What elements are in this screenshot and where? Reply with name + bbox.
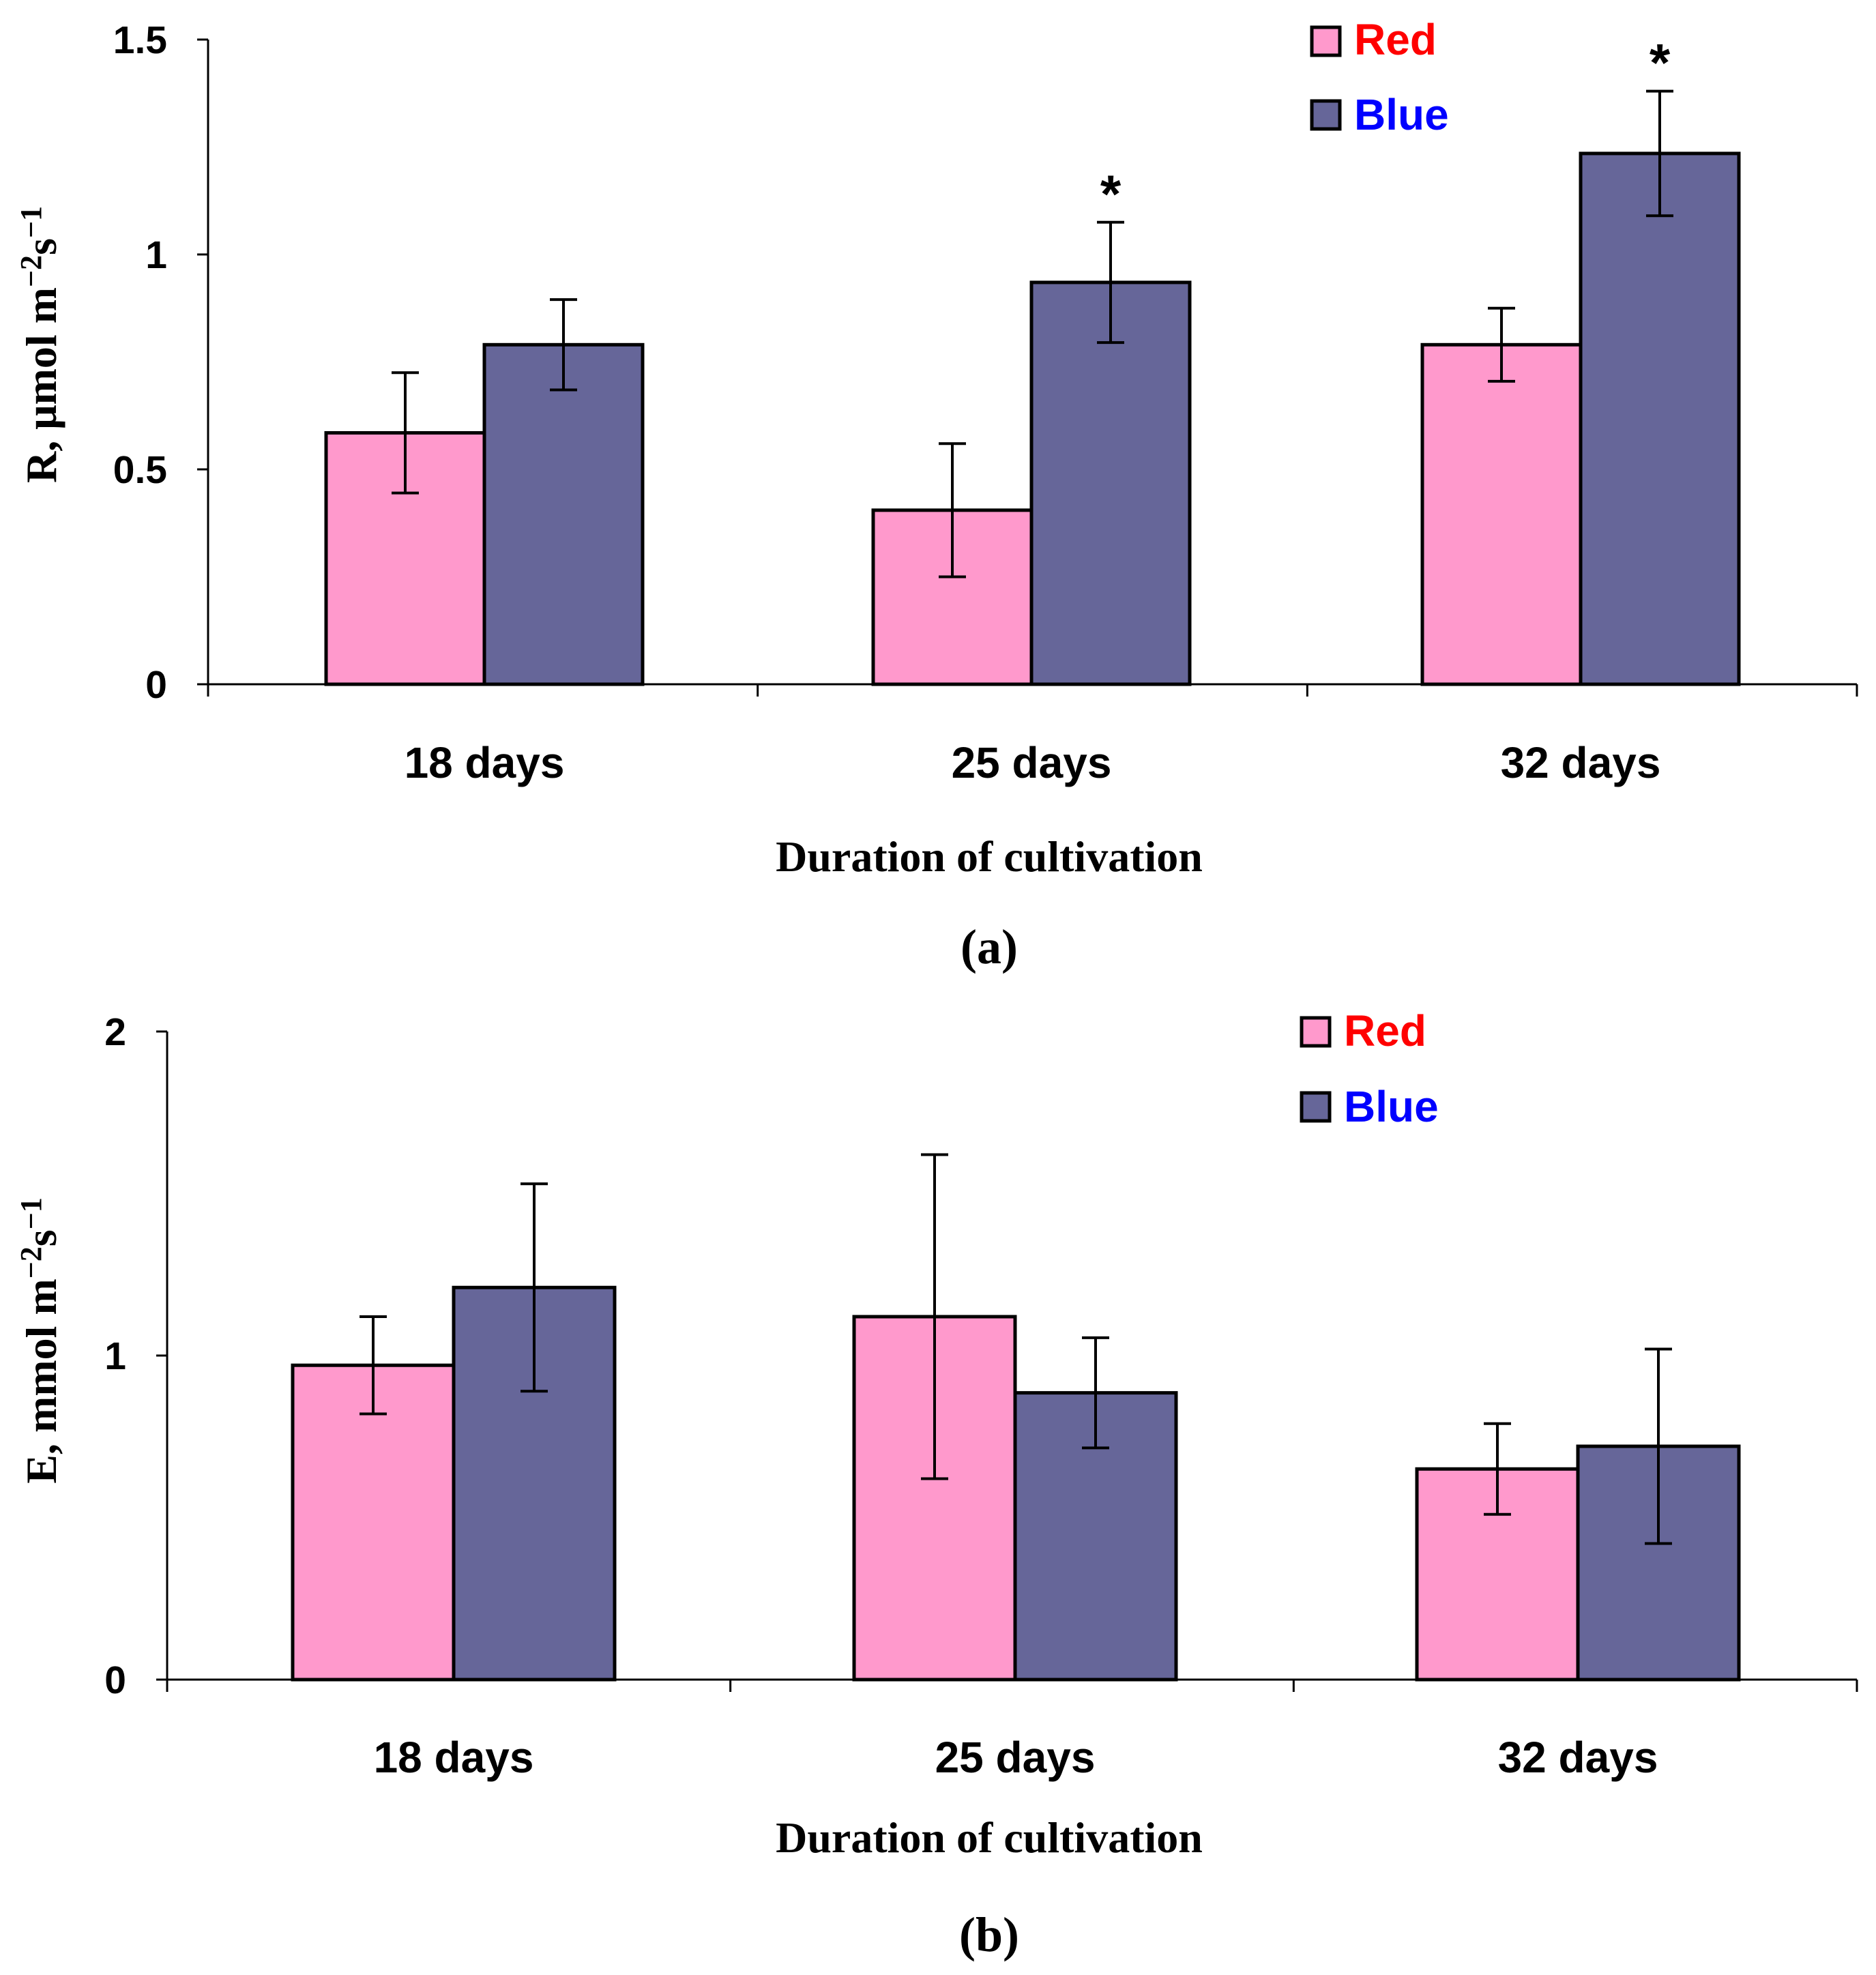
y-axis-title-sup1: −2 — [14, 255, 48, 287]
x-category-labels: 18 days 25 days 32 days — [405, 738, 1661, 787]
error-bars-group — [392, 89, 1673, 579]
y-tick-labels: 0 1 2 — [104, 1010, 126, 1702]
x-axis-title: Duration of cultivation — [776, 1813, 1203, 1862]
bar-blue-3 — [1579, 151, 1741, 686]
x-tick-label: 18 days — [405, 738, 565, 787]
axes-group — [197, 38, 1858, 697]
x-tick-label: 25 days — [952, 738, 1112, 787]
legend-swatch-red — [1300, 1016, 1332, 1048]
y-tick-label: 1.5 — [113, 18, 167, 62]
bars-group — [291, 1285, 1741, 1682]
legend-label-red: Red — [1354, 15, 1437, 64]
significance-star: * — [1650, 33, 1671, 93]
y-tick-label: 0.5 — [113, 448, 167, 492]
y-axis-title-main: E, mmol m — [17, 1278, 65, 1483]
y-tick-labels: 0 0.5 1 1.5 — [113, 18, 167, 707]
x-tick-label: 32 days — [1501, 738, 1661, 787]
x-tick-label: 32 days — [1498, 1733, 1658, 1782]
legend-label-blue: Blue — [1344, 1082, 1439, 1131]
y-tick-label: 1 — [145, 233, 167, 277]
x-tick-label: 25 days — [935, 1733, 1096, 1782]
chart-panel-b: 0 1 2 18 days 25 days 32 days Red Blue E, mm… — [14, 1006, 1858, 1962]
y-axis-title-sup1: −2 — [14, 1246, 48, 1278]
legend-swatch-red — [1310, 25, 1342, 57]
panel-label: (b) — [959, 1907, 1019, 1962]
x-category-labels: 18 days 25 days 32 days — [374, 1733, 1658, 1782]
x-axis-title: Duration of cultivation — [776, 832, 1203, 881]
axes-group — [156, 1030, 1858, 1692]
chart-panel-a: ** 00.511.5 18 days 25 days 32 days Red Bl… — [14, 15, 1858, 974]
bar-red-3 — [1420, 342, 1583, 686]
legend: Red Blue — [1310, 15, 1449, 139]
legend-label-red: Red — [1344, 1006, 1426, 1055]
legend-swatch-blue — [1300, 1091, 1332, 1123]
y-tick-label: 1 — [104, 1334, 126, 1378]
y-axis-title-mid: s — [17, 238, 65, 255]
x-tick-label: 18 days — [374, 1733, 534, 1782]
error-bars-group — [360, 1153, 1672, 1545]
legend-swatch-blue — [1310, 99, 1342, 131]
y-axis-title-main: R, μmol m — [17, 287, 65, 483]
y-axis-title: R, μmol m−2s−1 — [14, 206, 65, 483]
y-tick-label: 0 — [145, 663, 167, 707]
bars-group — [324, 151, 1741, 686]
y-axis-title-sup2: −1 — [14, 206, 48, 238]
y-axis-title-sup2: −1 — [14, 1197, 48, 1229]
y-axis-title-mid: s — [17, 1229, 65, 1246]
y-tick-label: 0 — [104, 1658, 126, 1702]
bar-blue-1 — [482, 342, 645, 686]
y-axis-title: E, mmol m−2s−1 — [14, 1197, 65, 1483]
y-tick-label: 2 — [104, 1010, 126, 1054]
significance-star: * — [1100, 164, 1122, 224]
significance-markers: ** — [1100, 33, 1671, 224]
legend: Red Blue — [1300, 1006, 1439, 1131]
panel-label: (a) — [961, 920, 1018, 974]
legend-label-blue: Blue — [1354, 90, 1449, 139]
